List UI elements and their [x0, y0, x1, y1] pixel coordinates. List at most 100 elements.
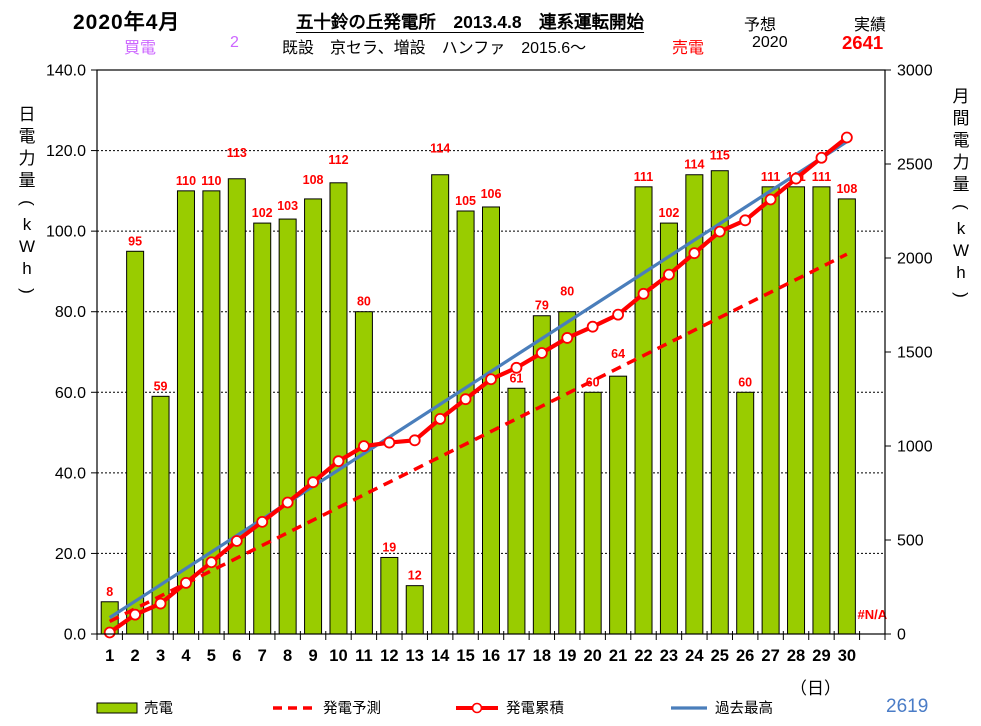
bar-day-10 [329, 182, 348, 635]
x-axis-day-label: 22 [634, 647, 652, 665]
x-axis-day-label: 20 [583, 647, 601, 665]
sell-power-label: 売電 [672, 40, 705, 57]
axis-title-char: 力 [952, 153, 970, 172]
x-axis-day-label: 7 [258, 647, 267, 665]
bar-day-26 [736, 391, 755, 635]
bar-day-23 [659, 222, 678, 635]
bar-day-2 [126, 250, 145, 635]
cumulative-point-day-12 [383, 436, 396, 449]
left-axis-tick-label: 40.0 [55, 465, 86, 482]
bar-value-label-day-1: 8 [106, 585, 113, 599]
x-axis-day-label: 25 [711, 647, 729, 665]
x-axis-day-label: 12 [380, 647, 398, 665]
bar-value-label-day-3: 59 [154, 379, 168, 393]
bar-day-16 [482, 206, 500, 635]
bar-value-label-day-30: 108 [836, 182, 857, 196]
x-axis-day-label: 18 [533, 647, 551, 665]
legend-marker-line-swatch-icon [456, 702, 498, 713]
left-axis-tick-label: 80.0 [55, 304, 86, 321]
bar-value-label-day-27: 111 [761, 170, 781, 184]
bar-value-label-day-17: 61 [509, 371, 523, 385]
axis-title-char: 量 [952, 175, 970, 194]
bar-day-20 [583, 391, 602, 635]
x-axis-unit-label: （日） [790, 679, 841, 698]
legend-label: 発電累積 [506, 701, 564, 717]
bar-day-7 [253, 222, 272, 635]
axis-title-char: h [956, 263, 966, 282]
axis-title-char: 月 [952, 87, 970, 106]
left-axis-tick-label: 20.0 [55, 546, 86, 563]
legend-label: 発電予測 [323, 701, 381, 717]
x-axis-day-label: 11 [355, 647, 372, 665]
forecast-value: 2020 [752, 34, 788, 51]
right-axis-tick-label: 2500 [897, 157, 933, 174]
x-axis-day-label: 26 [736, 647, 754, 665]
axis-title-char: 日 [18, 105, 36, 124]
axis-title-char: 電 [952, 131, 970, 150]
axis-title-char: 電 [18, 127, 36, 146]
bar-day-13 [405, 585, 424, 635]
plant-title: 五十鈴の丘発電所 2013.4.8 連系運転開始 [295, 12, 645, 32]
cumulative-point-day-6 [230, 535, 243, 547]
forecast-label: 予想 [744, 17, 777, 34]
x-axis-day-label: 28 [787, 647, 805, 665]
axis-title-char: W [18, 237, 36, 256]
axis-title-char: W [952, 241, 970, 260]
legend-line-swatch-icon [671, 705, 707, 710]
bar-value-label-day-21: 64 [611, 347, 625, 361]
cumulative-point-day-8 [281, 496, 294, 509]
bar-value-label-day-24: 114 [684, 158, 704, 172]
left-axis-tick-label: 100.0 [46, 224, 86, 241]
x-axis-day-label: 10 [329, 647, 347, 665]
left-axis-tick-label: 140.0 [46, 63, 86, 80]
legend-item-cumulative: 発電累積 [454, 697, 564, 718]
bar-day-30 [837, 198, 856, 635]
bar-day-28 [787, 186, 806, 635]
actual-value: 2641 [842, 32, 884, 53]
bar-value-label-day-4: 110 [176, 174, 196, 188]
cumulative-point-day-9 [307, 476, 319, 489]
left-axis-tick-label: 120.0 [46, 143, 86, 160]
cumulative-point-day-18 [535, 347, 548, 359]
legend-label: 過去最高 [715, 701, 773, 717]
cumulative-point-day-15 [459, 393, 472, 406]
right-axis-tick-label: 0 [897, 627, 906, 644]
x-axis-day-label: 23 [660, 647, 678, 665]
bar-value-label-day-20: 60 [586, 375, 600, 389]
x-axis-day-label: 9 [308, 647, 317, 665]
bar-day-12 [380, 556, 399, 635]
x-axis-day-label: 29 [812, 647, 830, 665]
legend-label: 売電 [144, 701, 173, 717]
right-axis-tick-label: 500 [897, 533, 924, 550]
cumulative-point-day-24 [688, 247, 701, 260]
right-axis-tick-label: 2000 [897, 251, 933, 268]
cumulative-point-day-10 [332, 455, 345, 468]
cumulative-point-day-3 [154, 597, 167, 610]
cumulative-point-day-20 [586, 320, 599, 333]
bar-value-label-day-2: 95 [128, 234, 142, 248]
cumulative-point-day-21 [612, 308, 624, 321]
bar-day-6 [227, 178, 246, 635]
bar-value-label-day-11: 80 [357, 295, 371, 309]
bar-value-label-day-6: 113 [227, 146, 247, 160]
bar-value-label-day-13: 12 [408, 569, 422, 583]
bar-value-label-day-29: 111 [812, 170, 832, 184]
cumulative-point-day-23 [663, 268, 675, 281]
bar-value-label-day-19: 80 [560, 285, 574, 299]
cumulative-point-day-25 [713, 225, 726, 238]
legend-bar-swatch-icon [96, 702, 138, 713]
bar-day-19 [558, 311, 577, 635]
cumulative-point-day-7 [256, 515, 269, 528]
x-axis-day-label: 1 [105, 647, 114, 665]
equipment-note: 既設 京セラ、増設 ハンファ 2015.6～ [282, 40, 587, 57]
bar-value-label-day-22: 111 [634, 170, 654, 184]
bar-day-22 [634, 186, 653, 635]
bar-day-21 [609, 375, 628, 635]
buy-power-value: 2 [230, 34, 239, 51]
bar-day-29 [812, 186, 831, 635]
x-axis-day-label: 8 [283, 647, 292, 665]
bar-value-label-day-16: 106 [481, 187, 502, 201]
x-axis-day-label: 3 [156, 647, 165, 665]
cumulative-point-day-14 [434, 413, 447, 425]
